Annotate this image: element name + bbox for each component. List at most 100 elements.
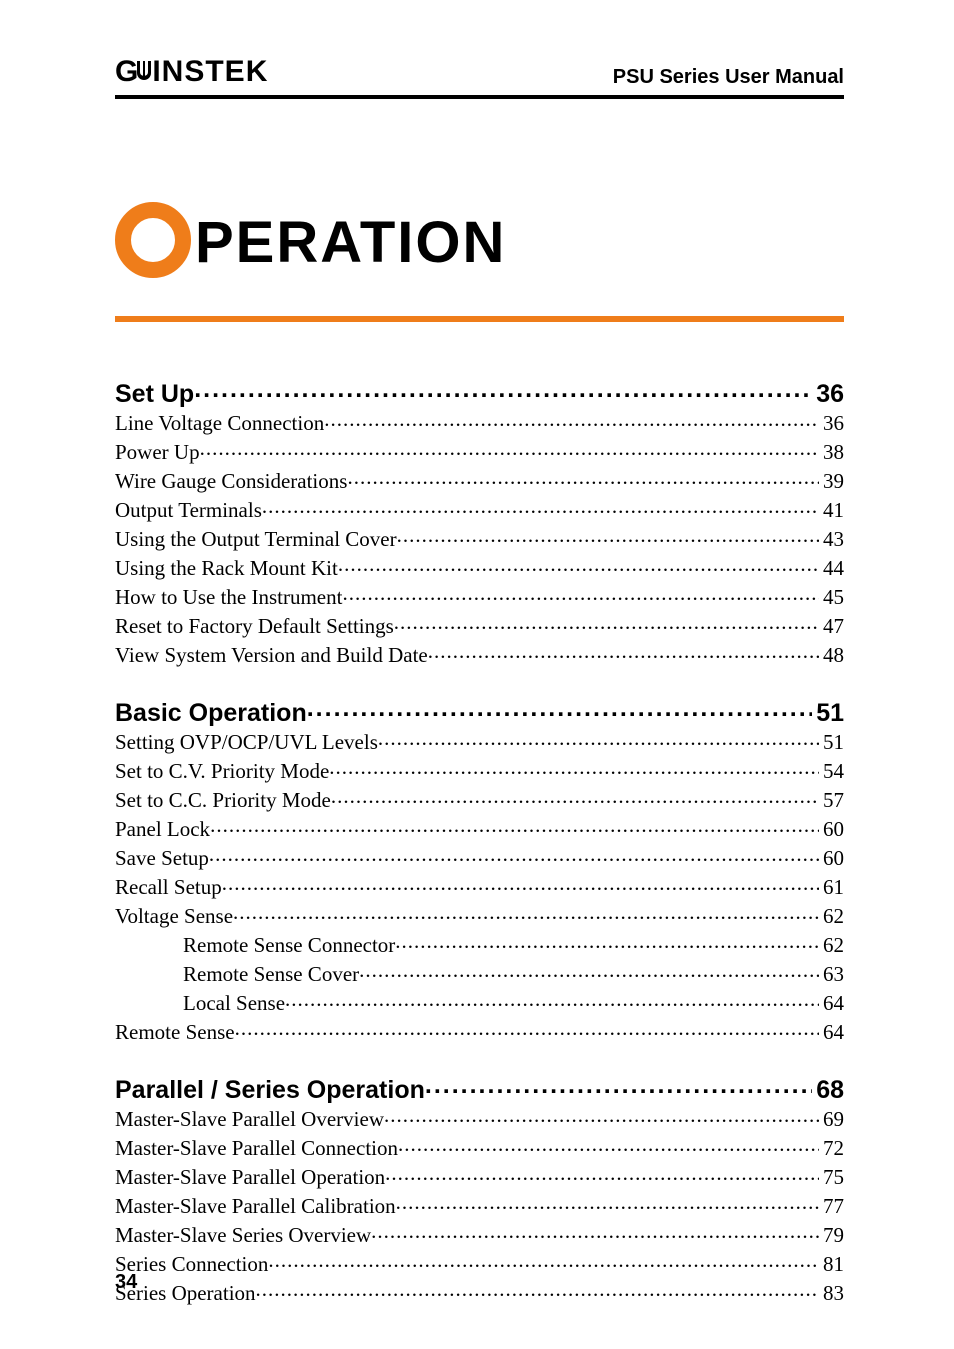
toc-page-number: 47 <box>819 616 844 637</box>
toc-entry[interactable]: Master-Slave Series Overview79 <box>115 1221 844 1246</box>
toc-page-number: 62 <box>819 935 844 956</box>
toc-entry[interactable]: Set to C.V. Priority Mode54 <box>115 757 844 782</box>
toc-page-number: 77 <box>819 1196 844 1217</box>
toc-entry[interactable]: Remote Sense 64 <box>115 1018 844 1043</box>
toc-leader-dots <box>371 1221 819 1242</box>
chapter-initial-icon <box>115 202 191 278</box>
toc-entry[interactable]: Reset to Factory Default Settings47 <box>115 612 844 637</box>
toc-entry[interactable]: View System Version and Build Date 48 <box>115 641 844 666</box>
toc-page-number: 83 <box>819 1283 844 1304</box>
toc-leader-dots <box>385 1163 819 1184</box>
toc-label: Set Up <box>115 382 194 407</box>
toc-entry[interactable]: Master-Slave Parallel Overview 69 <box>115 1105 844 1130</box>
toc-page-number: 51 <box>812 701 844 726</box>
toc-leader-dots <box>285 989 819 1010</box>
toc-label: How to Use the Instrument <box>115 587 342 608</box>
toc-page-number: 39 <box>819 471 844 492</box>
chapter-heading: PERATION <box>115 204 844 322</box>
toc-entry[interactable]: Wire Gauge Considerations 39 <box>115 467 844 492</box>
toc-entry[interactable]: Master-Slave Parallel Calibration 77 <box>115 1192 844 1217</box>
toc-leader-dots <box>384 1105 819 1126</box>
toc-page-number: 75 <box>819 1167 844 1188</box>
toc-leader-dots <box>256 1279 819 1300</box>
page-header: G INSTEK PSU Series User Manual <box>115 55 844 93</box>
toc-entry[interactable]: Save Setup60 <box>115 844 844 869</box>
toc-leader-dots <box>233 902 819 923</box>
header-rule <box>115 95 844 99</box>
chapter-rule <box>115 316 844 322</box>
toc-entry[interactable]: Panel Lock60 <box>115 815 844 840</box>
toc-page-number: 64 <box>819 993 844 1014</box>
toc-section-heading[interactable]: Set Up 36 <box>115 377 844 407</box>
toc-entry[interactable]: Setting OVP/OCP/UVL Levels51 <box>115 728 844 753</box>
toc-leader-dots <box>396 1192 819 1213</box>
toc-page-number: 69 <box>819 1109 844 1130</box>
toc-page-number: 63 <box>819 964 844 985</box>
toc-leader-dots <box>397 525 819 546</box>
toc-page-number: 68 <box>812 1078 844 1103</box>
toc-leader-dots <box>338 554 819 575</box>
toc-entry[interactable]: Series Connection81 <box>115 1250 844 1275</box>
toc-leader-dots <box>398 1134 819 1155</box>
toc-entry[interactable]: Remote Sense Connector 62 <box>115 931 844 956</box>
toc-label: View System Version and Build Date <box>115 645 428 666</box>
toc-entry[interactable]: Power Up 38 <box>115 438 844 463</box>
toc-leader-dots <box>200 438 819 459</box>
toc-leader-dots <box>222 873 819 894</box>
toc-entry[interactable]: Line Voltage Connection36 <box>115 409 844 434</box>
toc-leader-dots <box>209 844 819 865</box>
toc-label: Master-Slave Parallel Calibration <box>115 1196 396 1217</box>
toc-page-number: 64 <box>819 1022 844 1043</box>
toc-entry[interactable]: Recall Setup61 <box>115 873 844 898</box>
toc-entry[interactable]: Master-Slave Parallel Operation75 <box>115 1163 844 1188</box>
toc-leader-dots <box>378 728 819 749</box>
page-number: 34 <box>115 1271 137 1294</box>
toc-label: Local Sense <box>183 993 285 1014</box>
toc-entry[interactable]: Local Sense 64 <box>115 989 844 1014</box>
toc-page-number: 38 <box>819 442 844 463</box>
toc-leader-dots <box>428 641 819 662</box>
toc-label: Setting OVP/OCP/UVL Levels <box>115 732 378 753</box>
toc-leader-dots <box>347 467 819 488</box>
toc-page-number: 36 <box>819 413 844 434</box>
toc-page-number: 48 <box>819 645 844 666</box>
toc-page-number: 61 <box>819 877 844 898</box>
chapter-title: PERATION <box>115 204 844 280</box>
toc-label: Power Up <box>115 442 200 463</box>
toc-page-number: 72 <box>819 1138 844 1159</box>
toc-leader-dots <box>324 409 819 430</box>
toc-label: Wire Gauge Considerations <box>115 471 347 492</box>
toc-leader-dots <box>359 960 819 981</box>
toc-entry[interactable]: Output Terminals41 <box>115 496 844 521</box>
toc-label: Output Terminals <box>115 500 262 521</box>
table-of-contents: Set Up 36Line Voltage Connection36 Power … <box>115 377 844 1304</box>
toc-entry[interactable]: Using the Rack Mount Kit44 <box>115 554 844 579</box>
toc-entry[interactable]: Series Operation83 <box>115 1279 844 1304</box>
logo-text-right: INSTEK <box>152 55 268 89</box>
toc-label: Set to C.V. Priority Mode <box>115 761 329 782</box>
toc-label: Remote Sense Connector <box>183 935 395 956</box>
chapter-title-text: PERATION <box>195 209 506 276</box>
toc-page-number: 81 <box>819 1254 844 1275</box>
manual-title: PSU Series User Manual <box>613 66 844 89</box>
toc-label: Master-Slave Parallel Overview <box>115 1109 384 1130</box>
toc-label: Basic Operation <box>115 701 307 726</box>
toc-leader-dots <box>329 757 819 778</box>
toc-label: Master-Slave Series Overview <box>115 1225 371 1246</box>
toc-entry[interactable]: Remote Sense Cover 63 <box>115 960 844 985</box>
toc-leader-dots <box>268 1250 819 1271</box>
toc-label: Remote Sense <box>115 1022 235 1043</box>
toc-label: Voltage Sense <box>115 906 233 927</box>
toc-section-heading[interactable]: Parallel / Series Operation 68 <box>115 1073 844 1103</box>
toc-page-number: 43 <box>819 529 844 550</box>
toc-entry[interactable]: How to Use the Instrument45 <box>115 583 844 608</box>
toc-label: Using the Output Terminal Cover <box>115 529 397 550</box>
toc-entry[interactable]: Master-Slave Parallel Connection72 <box>115 1134 844 1159</box>
toc-entry[interactable]: Using the Output Terminal Cover 43 <box>115 525 844 550</box>
toc-section-heading[interactable]: Basic Operation 51 <box>115 696 844 726</box>
brand-logo: G INSTEK <box>115 55 268 89</box>
toc-leader-dots <box>394 612 819 633</box>
toc-entry[interactable]: Set to C.C. Priority Mode57 <box>115 786 844 811</box>
toc-label: Remote Sense Cover <box>183 964 359 985</box>
toc-entry[interactable]: Voltage Sense62 <box>115 902 844 927</box>
